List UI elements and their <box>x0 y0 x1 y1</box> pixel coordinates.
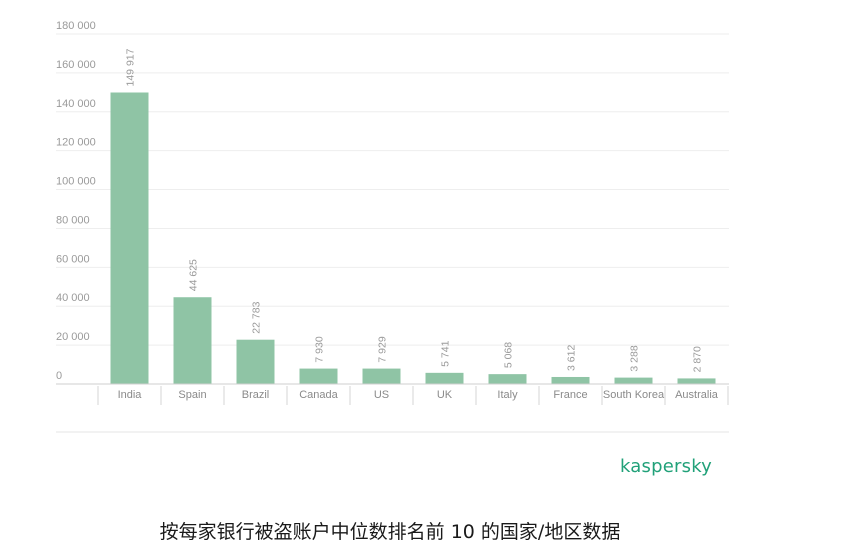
figure-caption: 按每家银行被盗账户中位数排名前 10 的国家/地区数据 <box>159 521 621 543</box>
data-label: 22 783 <box>251 301 263 333</box>
y-tick-label: 140 000 <box>56 98 96 110</box>
bar <box>110 92 149 384</box>
y-tick-label: 120 000 <box>56 137 96 149</box>
gridlines <box>56 33 729 346</box>
bar <box>614 377 653 384</box>
data-label: 3 612 <box>566 345 578 371</box>
y-tick-label: 60 000 <box>56 253 90 265</box>
y-tick-label: 40 000 <box>56 292 90 304</box>
bars: 149 917 44 625 22 783 7 930 7 929 5 741 5 068 3… <box>110 48 716 384</box>
x-tick-label: Italy <box>497 389 518 401</box>
kaspersky-logo: kaspersky <box>620 456 713 477</box>
x-tick-label: US <box>374 389 389 401</box>
data-label: 7 930 <box>314 336 326 362</box>
x-tick-label: Brazil <box>242 389 270 401</box>
data-label: 3 288 <box>629 345 641 371</box>
bar <box>299 368 338 384</box>
bar <box>677 378 716 384</box>
x-tick-label: South Korea <box>603 389 665 401</box>
y-tick-label: 0 <box>56 370 62 382</box>
x-tick-label: India <box>118 389 143 401</box>
y-tick-label: 20 000 <box>56 331 90 343</box>
bar <box>425 372 464 384</box>
x-tick-label: Australia <box>675 389 719 401</box>
data-label: 2 870 <box>692 346 704 372</box>
data-label: 5 741 <box>440 340 452 366</box>
y-tick-label: 80 000 <box>56 214 90 226</box>
bar <box>551 376 590 384</box>
x-tick-label: UK <box>437 389 453 401</box>
x-axis: India Spain Brazil Canada US UK Italy France Sou… <box>56 383 729 433</box>
data-label: 7 929 <box>377 336 389 362</box>
x-tick-label: France <box>553 389 587 401</box>
x-tick-label: Canada <box>299 389 338 401</box>
bar <box>173 297 212 384</box>
bar <box>362 368 401 384</box>
bar <box>236 339 275 384</box>
y-tick-label: 100 000 <box>56 176 96 188</box>
y-tick-label: 180 000 <box>56 20 96 32</box>
data-label: 149 917 <box>125 48 137 86</box>
x-tick-label: Spain <box>178 389 206 401</box>
data-label: 44 625 <box>188 259 200 291</box>
bar <box>488 374 527 384</box>
data-label: 5 068 <box>503 342 515 368</box>
y-tick-label: 160 000 <box>56 59 96 71</box>
y-axis-ticks: 0 20 000 40 000 60 000 80 000 100 000 120 000 1… <box>56 20 96 382</box>
